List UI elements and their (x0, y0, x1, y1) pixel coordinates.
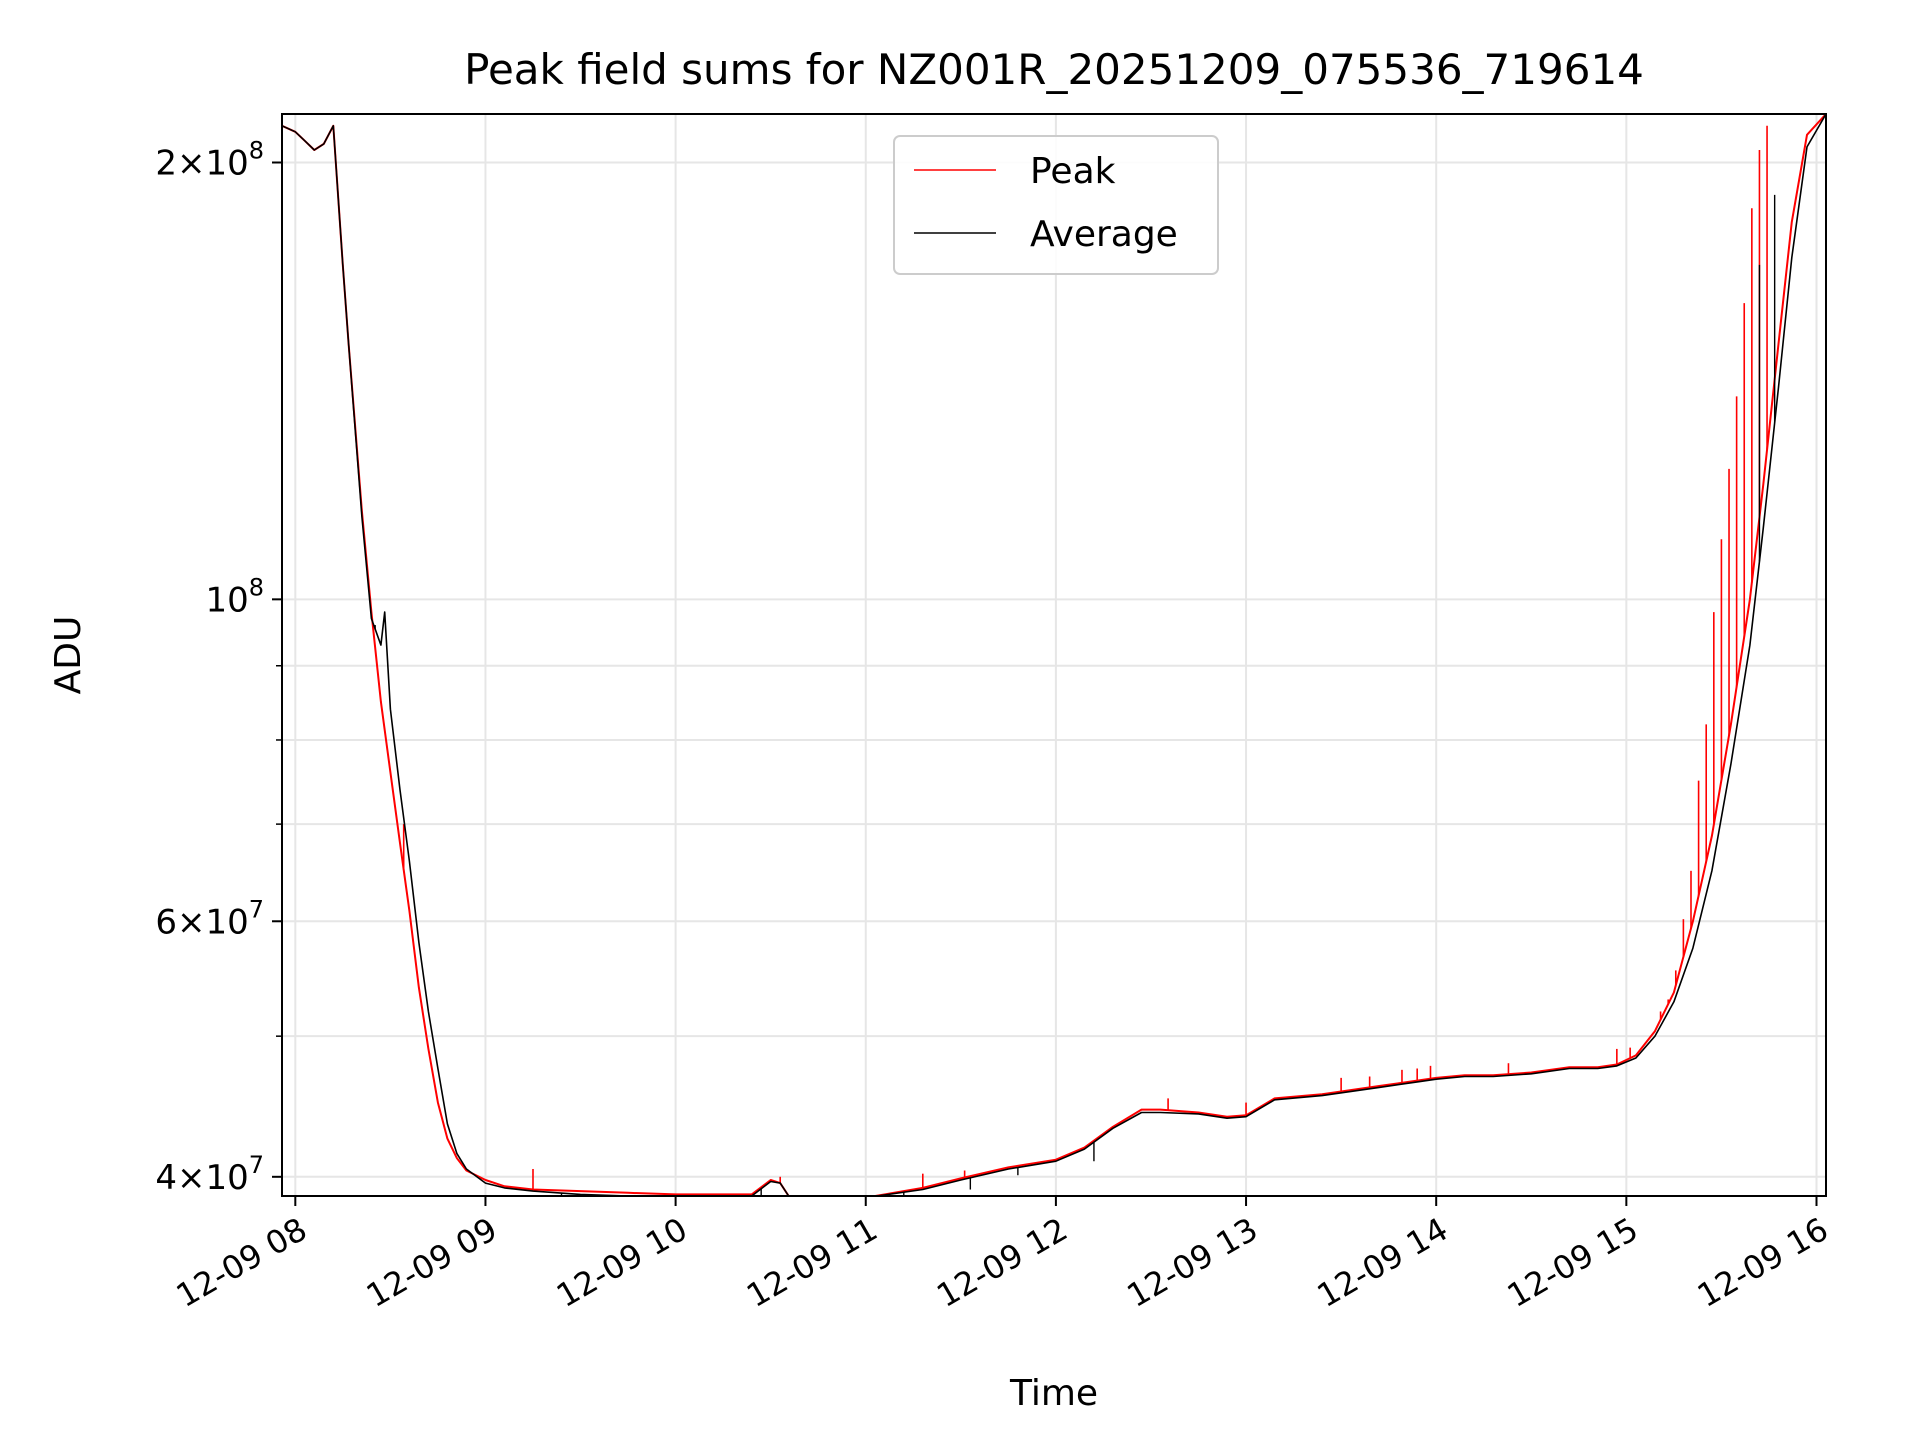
grid (282, 114, 1826, 1196)
y-axis: 4×107 6×107 108 2×108 (155, 137, 282, 1198)
series-line-peak (282, 114, 1826, 1196)
legend-label-average: Average (1030, 214, 1178, 255)
series-line-average (282, 114, 1826, 1196)
x-axis-label: Time (1009, 1373, 1098, 1414)
y-tick-label: 4×107 (155, 1151, 264, 1198)
y-tick-label: 2×108 (155, 137, 264, 184)
plot-frame (281, 113, 1827, 1197)
series-group (282, 114, 1826, 1196)
y-axis-label: ADU (48, 616, 89, 695)
legend-label-peak: Peak (1030, 151, 1116, 192)
y-tick-label: 108 (205, 573, 264, 620)
chart-title: Peak field sums for NZ001R_20251209_0755… (464, 45, 1644, 94)
legend: Peak Average (893, 135, 1219, 275)
y-tick-label: 6×107 (155, 895, 264, 942)
